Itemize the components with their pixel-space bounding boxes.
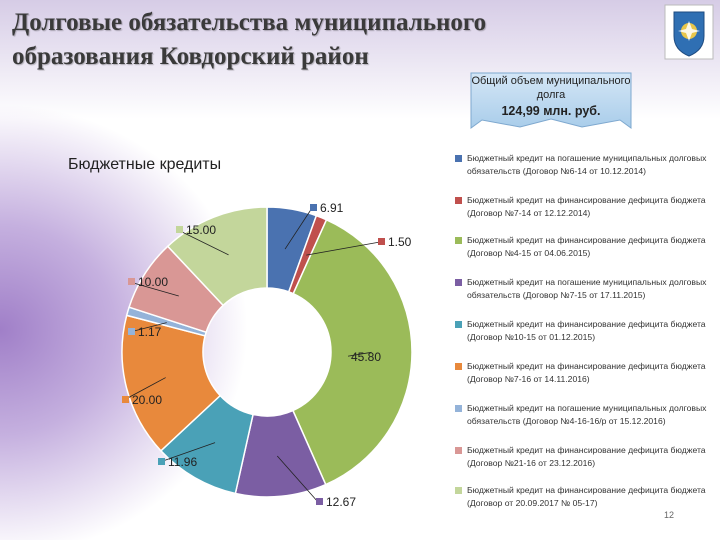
data-label-marker-1	[310, 204, 317, 211]
data-label-marker-5	[158, 458, 165, 465]
data-label-marker-2	[378, 238, 385, 245]
data-label-marker-9	[176, 226, 183, 233]
total-debt-callout-box	[470, 72, 632, 129]
leader-line-4	[276, 455, 319, 503]
leader-line-5	[159, 442, 216, 463]
leader-line-9	[177, 229, 229, 256]
data-label-9: 15.00	[186, 223, 216, 237]
total-debt-label: Общий объем муниципального долга	[471, 75, 631, 101]
slice-3	[291, 218, 413, 486]
slice-6	[121, 314, 222, 452]
data-label-7: 1.17	[138, 325, 162, 339]
leader-line-6	[123, 377, 166, 401]
leader-line-1	[284, 207, 313, 250]
legend-swatch	[455, 155, 462, 162]
data-label-marker-6	[122, 396, 129, 403]
legend-label: Бюджетный кредит на финансирование дефиц…	[467, 485, 706, 508]
page-number: 12	[664, 510, 675, 520]
data-label-1: 6.91	[320, 201, 344, 215]
data-label-4: 12.67	[326, 495, 356, 509]
legend-swatch	[455, 279, 462, 286]
legend-label: Бюджетный кредит на погашение муниципаль…	[467, 403, 707, 426]
data-label-marker-4	[316, 498, 323, 505]
legend-swatch	[455, 197, 462, 204]
leader-line-7	[129, 322, 167, 333]
legend-swatch	[455, 321, 462, 328]
leader-line-8	[129, 281, 179, 297]
coat-of-arms-emblem	[664, 4, 714, 60]
legend-label: Бюджетный кредит на финансирование дефиц…	[467, 361, 706, 384]
data-label-6: 20.00	[132, 393, 162, 407]
legend-swatch	[455, 237, 462, 244]
data-label-marker-7	[128, 328, 135, 335]
legend-label: Бюджетный кредит на погашение муниципаль…	[467, 153, 707, 176]
page-title: Долговые обязательства муниципального об…	[12, 9, 487, 70]
legend-swatch	[455, 363, 462, 370]
legend-label: Бюджетный кредит на финансирование дефиц…	[467, 235, 706, 258]
data-label-5: 11.96	[168, 455, 197, 469]
legend-label: Бюджетный кредит на погашение муниципаль…	[467, 277, 707, 300]
total-debt-value: 124,99 млн. руб.	[501, 104, 601, 118]
data-label-marker-8	[128, 278, 135, 285]
data-label-8: 10.00	[138, 275, 168, 289]
legend-swatch	[455, 447, 462, 454]
slice-9	[166, 206, 268, 307]
data-label-2: 1.50	[388, 235, 412, 249]
legend-label: Бюджетный кредит на финансирование дефиц…	[467, 445, 706, 468]
leader-line-2	[306, 241, 381, 256]
data-label-3: 45.80	[351, 350, 381, 364]
legend-label: Бюджетный кредит на финансирование дефиц…	[467, 195, 706, 218]
data-label-marker-3	[341, 353, 348, 360]
legend-swatch	[455, 405, 462, 412]
chart-subtitle: Бюджетные кредиты	[68, 156, 222, 173]
legend-swatch	[455, 487, 462, 494]
total-debt-callout: Общий объем муниципального долга 124,99 …	[470, 74, 632, 120]
legend-label: Бюджетный кредит на финансирование дефиц…	[467, 319, 706, 342]
